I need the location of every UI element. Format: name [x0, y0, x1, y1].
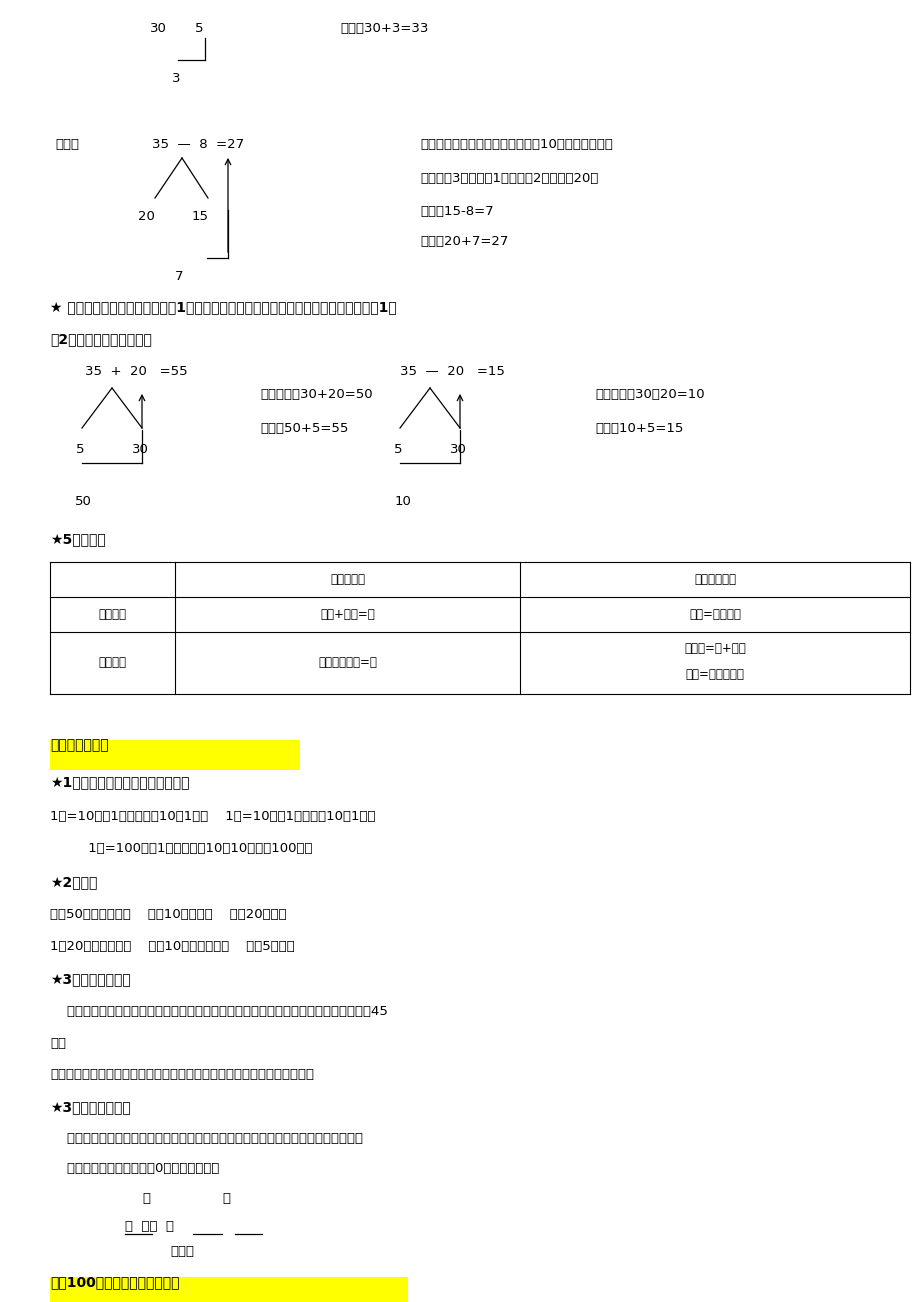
Text: 5: 5: [195, 22, 203, 35]
Text: 页。: 页。: [50, 1036, 66, 1049]
Text: 加数+加数=和: 加数+加数=和: [320, 608, 374, 621]
Text: 再算：10+5=15: 再算：10+5=15: [595, 422, 683, 435]
Text: 想：先算：30－20=10: 想：先算：30－20=10: [595, 388, 704, 401]
Text: 1元=100分（1元钱可以换10个10分，即100分）: 1元=100分（1元钱可以换10个10分，即100分）: [50, 842, 312, 855]
Text: 被减数=差+减数: 被减数=差+减数: [684, 642, 745, 655]
Text: 被减数一减数=差: 被减数一减数=差: [318, 656, 377, 669]
Text: 加数=和一加数: 加数=和一加数: [688, 608, 740, 621]
Text: 退位：: 退位：: [55, 138, 79, 151]
Text: 30: 30: [131, 443, 149, 456]
Text: （2）两位数加、减整十数: （2）两位数加、减整十数: [50, 332, 152, 346]
Text: 7: 7: [175, 270, 183, 283]
Text: 减，十位3个十拿掉1个十，剩2个十，即20。: 减，十位3个十拿掉1个十，剩2个十，即20。: [420, 172, 597, 185]
Text: 各部分名称: 各部分名称: [330, 573, 365, 586]
Bar: [50, 1277, 407, 1302]
Text: 单位相同，才能相加减。也就是元和元，角和角，分和分单位都相同的才能计算。课本45: 单位相同，才能相加减。也就是元和元，角和角，分和分单位都相同的才能计算。课本45: [50, 1005, 388, 1018]
Text: 1元=10角（1元钱可以换10个1角）    1角=10分（1角可以换10个1分）: 1元=10角（1元钱可以换10个1角） 1角=10分（1角可以换10个1分）: [50, 810, 375, 823]
Text: 想：个位不够减，从十位拿出一个10和个位合起来再: 想：个位不够减，从十位拿出一个10和个位合起来再: [420, 138, 612, 151]
Text: ★3、简单的计算：: ★3、简单的计算：: [50, 973, 130, 986]
Text: 再算：20+7=27: 再算：20+7=27: [420, 234, 508, 247]
Text: 七、100以内的笔算加法和减法: 七、100以内的笔算加法和减法: [50, 1275, 179, 1289]
Text: 10: 10: [394, 495, 412, 508]
Text: ★5、补充：: ★5、补充：: [50, 533, 106, 546]
Text: ★ 个位不够减时，要从十位拿出1个十，与个位数合在一起再减，同时十位数必须减少1。: ★ 个位不够减时，要从十位拿出1个十，与个位数合在一起再减，同时十位数必须减少1…: [50, 299, 396, 314]
Text: ★2、换钱: ★2、换钱: [50, 875, 97, 889]
Text: 想：先算：30+20=50: 想：先算：30+20=50: [260, 388, 372, 401]
Text: 小数点左边是几表示几元，小数点右边第一位是几表示几角，第二位是几表示几分。: 小数点左边是几表示几元，小数点右边第一位是几表示几角，第二位是几表示几分。: [50, 1131, 363, 1144]
Text: 再算：50+5=55: 再算：50+5=55: [260, 422, 348, 435]
Text: 5: 5: [393, 443, 403, 456]
Text: 5: 5: [76, 443, 85, 456]
Text: 一张50元的可以换（    ）张10元的和（    ）张20元的。: 一张50元的可以换（ ）张10元的和（ ）张20元的。: [50, 907, 287, 921]
Text: 50: 50: [75, 495, 92, 508]
Text: 35  +  20   =55: 35 + 20 =55: [85, 365, 187, 378]
Text: 加法算式: 加法算式: [98, 608, 127, 621]
Text: 六、认识人民币: 六、认识人民币: [50, 738, 108, 753]
Text: 30: 30: [449, 443, 466, 456]
Text: 减数=被减数一差: 减数=被减数一差: [685, 668, 743, 681]
Text: 小数点: 小数点: [170, 1245, 194, 1258]
Text: 1张20元的可以换（    ）张10元的或者换（    ）张5元的。: 1张20元的可以换（ ）张10元的或者换（ ）张5元的。: [50, 940, 294, 953]
Text: 再算：30+3=33: 再算：30+3=33: [340, 22, 428, 35]
Text: 右: 右: [221, 1193, 230, 1204]
Text: 元  ．角  分: 元 ．角 分: [125, 1220, 174, 1233]
Text: 写作几元几角几分时，是0的可以不写出。: 写作几元几角几分时，是0的可以不写出。: [50, 1161, 219, 1174]
Text: 减法算式: 减法算式: [98, 656, 127, 669]
Bar: [50, 740, 300, 769]
Text: ★3、小数表示法。: ★3、小数表示法。: [50, 1100, 130, 1115]
Text: 30: 30: [150, 22, 166, 35]
Text: 类别：应付多少钱？找回多少钱？花了多少钱？还剩多少钱？还差多少钱？: 类别：应付多少钱？找回多少钱？花了多少钱？还剩多少钱？还差多少钱？: [50, 1068, 313, 1081]
Text: 35  —  20   =15: 35 — 20 =15: [400, 365, 505, 378]
Text: 15: 15: [192, 210, 209, 223]
Text: 相应计算公式: 相应计算公式: [693, 573, 735, 586]
Text: 3: 3: [172, 72, 180, 85]
Text: ★1、人民币的单位有元、角、分。: ★1、人民币的单位有元、角、分。: [50, 775, 189, 789]
Text: 先算：15-8=7: 先算：15-8=7: [420, 204, 494, 217]
Text: 35  —  8  =27: 35 — 8 =27: [152, 138, 244, 151]
Text: 20: 20: [138, 210, 154, 223]
Text: 左: 左: [142, 1193, 150, 1204]
